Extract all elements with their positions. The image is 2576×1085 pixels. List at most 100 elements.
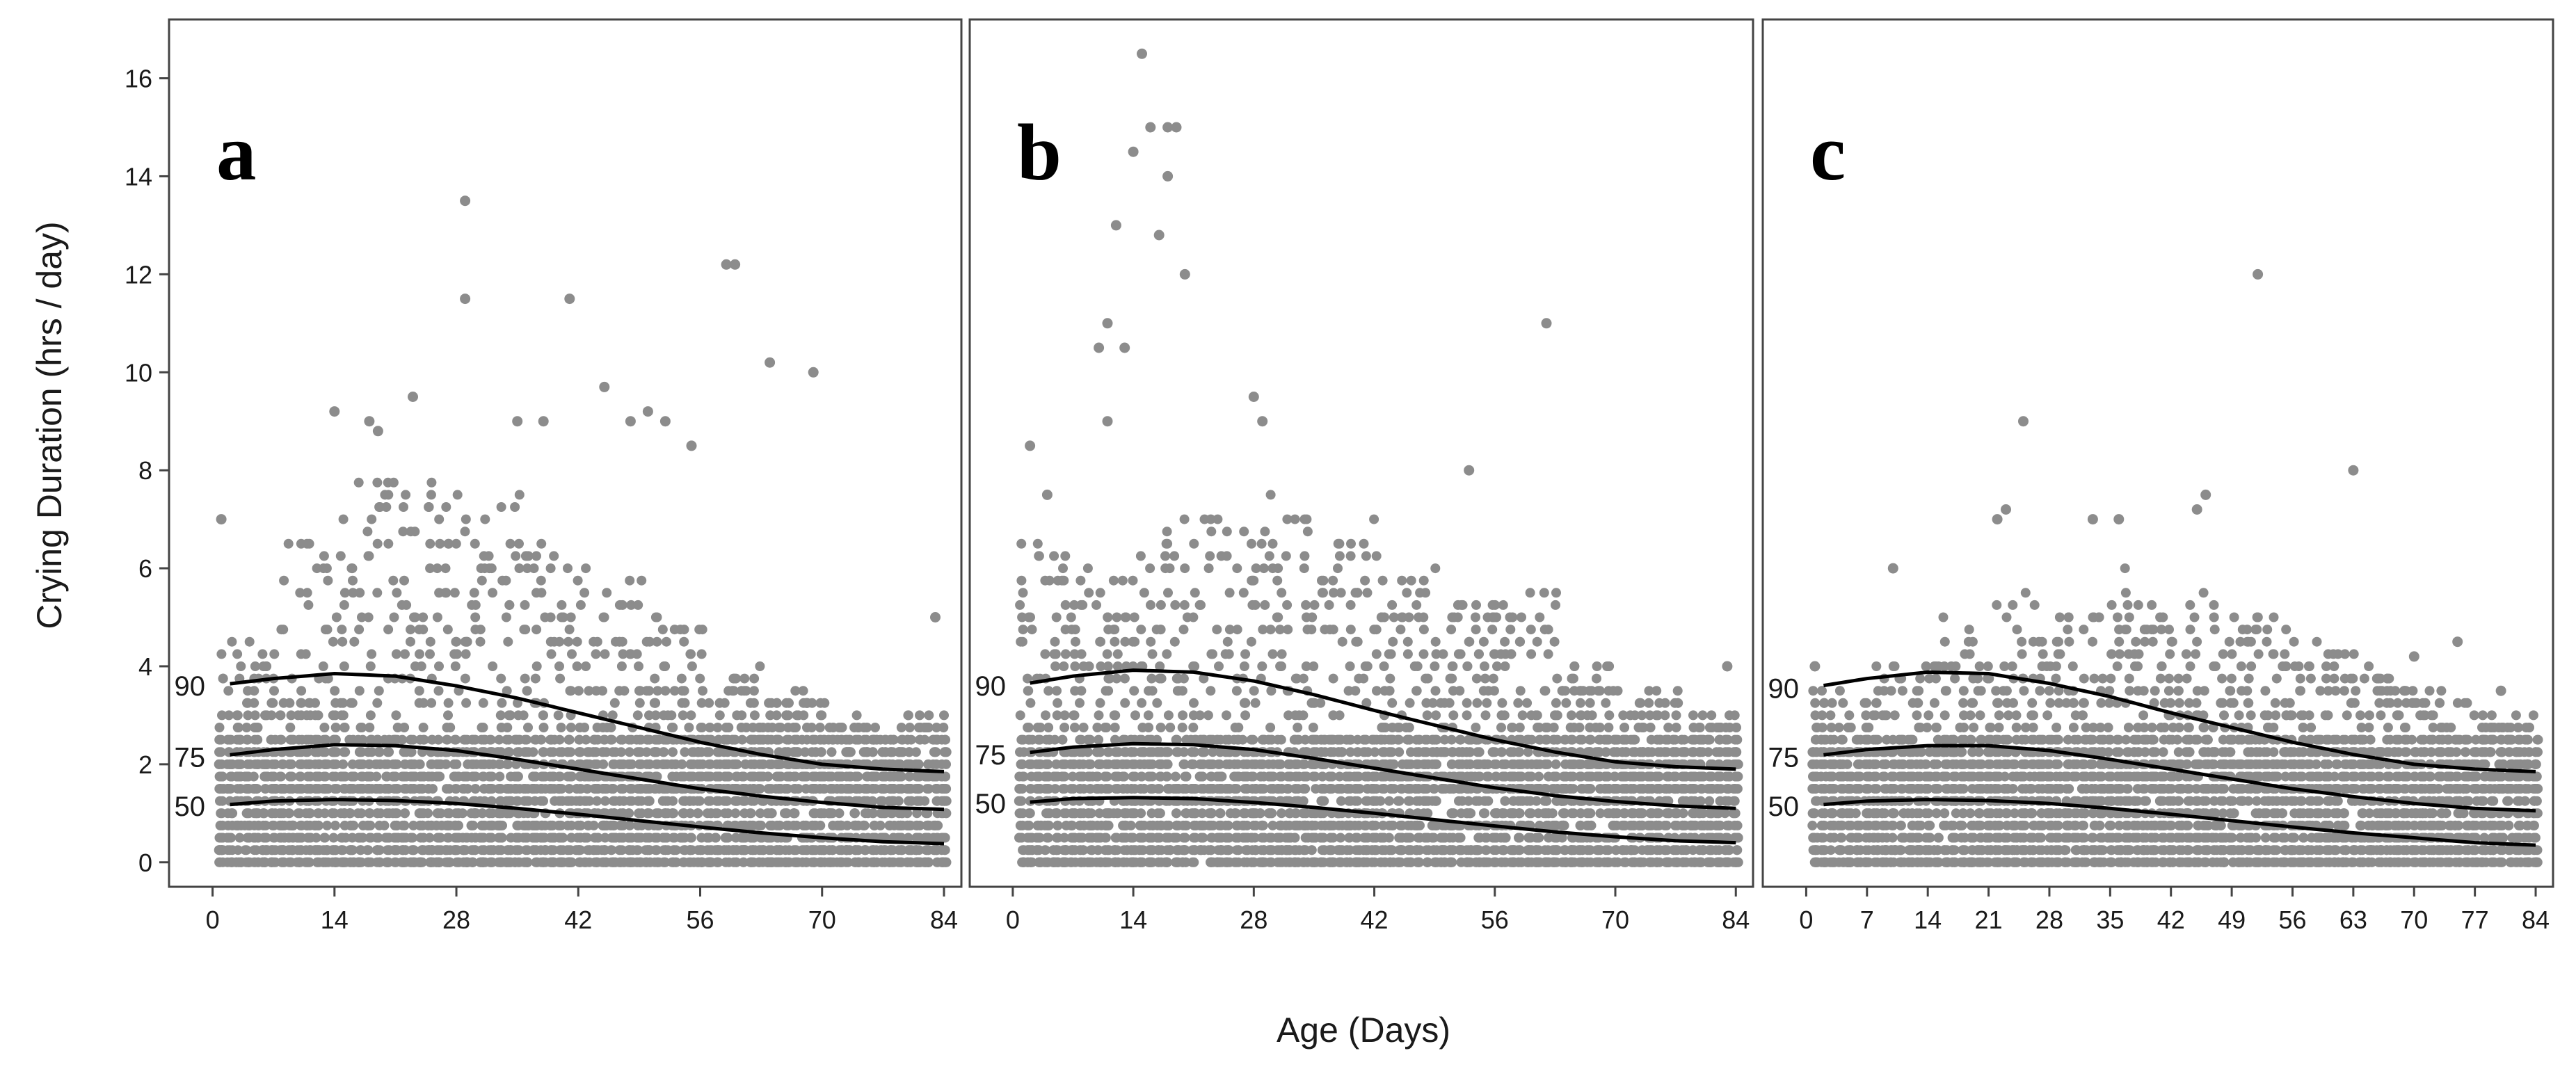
data-point (1023, 820, 1033, 830)
data-point (215, 845, 225, 855)
data-point (1161, 538, 1171, 549)
data-point (1143, 710, 1153, 721)
data-point (1075, 698, 1085, 708)
data-point (1117, 771, 1128, 782)
data-point (1161, 771, 1171, 782)
data-point (1155, 723, 1166, 732)
data-point (312, 771, 322, 782)
data-point (598, 612, 609, 622)
data-point (415, 759, 425, 769)
data-point (1145, 563, 1155, 574)
data-point (502, 723, 513, 732)
y-tick-label: 12 (125, 260, 152, 289)
data-point (236, 661, 246, 671)
data-point (1083, 771, 1094, 782)
data-point (554, 771, 564, 782)
data-point (632, 649, 642, 659)
data-point (339, 723, 350, 732)
panel-label-a: a (216, 108, 257, 197)
data-point (295, 588, 305, 598)
data-point (632, 833, 642, 843)
data-point (1136, 808, 1146, 819)
data-point (728, 759, 738, 769)
data-point (755, 784, 765, 794)
data-point (816, 747, 826, 757)
data-point (275, 710, 285, 721)
data-point (443, 710, 453, 721)
data-point (712, 723, 723, 732)
data-point (388, 575, 399, 586)
data-point (252, 784, 262, 794)
data-point (234, 833, 245, 843)
data-point (1074, 759, 1085, 769)
data-point (409, 612, 419, 622)
data-point (677, 686, 687, 696)
data-point (383, 538, 394, 549)
data-point (1095, 698, 1105, 708)
data-point (1032, 759, 1042, 769)
data-point (214, 857, 225, 867)
data-point (625, 575, 635, 586)
data-point (449, 734, 460, 745)
data-point (461, 698, 472, 708)
data-point (226, 808, 237, 819)
data-point (224, 710, 234, 721)
data-point (634, 698, 645, 708)
data-point (1154, 784, 1165, 794)
data-point (367, 514, 377, 524)
data-point (668, 796, 678, 806)
data-point (606, 845, 616, 855)
data-point (1128, 575, 1138, 586)
data-point (496, 833, 506, 843)
data-point (337, 771, 347, 782)
data-point (440, 563, 451, 574)
outlier-point (460, 195, 471, 207)
data-point (434, 833, 445, 843)
data-point (1110, 710, 1121, 721)
data-point (1108, 575, 1119, 586)
outlier-point (564, 294, 575, 305)
y-tick-label: 0 (138, 849, 152, 877)
data-point (423, 808, 433, 819)
data-point (1137, 698, 1147, 708)
data-point (260, 759, 270, 769)
data-point (557, 612, 567, 622)
data-point (698, 686, 707, 696)
data-point (1023, 857, 1034, 867)
data-point (573, 575, 583, 586)
data-point (470, 600, 481, 610)
data-point (279, 575, 289, 586)
data-point (1034, 551, 1044, 561)
data-point (563, 636, 573, 647)
data-point (267, 759, 278, 769)
data-point (1018, 771, 1028, 782)
percentile-label-90: 90 (175, 671, 206, 702)
data-point (1136, 625, 1146, 635)
data-point (397, 734, 408, 745)
data-point (711, 833, 721, 843)
data-point (1085, 759, 1095, 769)
data-point (486, 563, 497, 574)
data-point (267, 820, 278, 830)
data-point (249, 686, 259, 696)
data-point (406, 734, 416, 745)
data-point (1084, 588, 1094, 598)
data-point (938, 857, 948, 867)
data-point (579, 771, 590, 782)
data-point (531, 661, 542, 671)
data-point (1050, 649, 1061, 659)
data-point (275, 845, 285, 855)
data-point (693, 747, 703, 757)
data-point (824, 845, 835, 855)
data-point (418, 723, 429, 732)
data-point (401, 490, 411, 500)
data-point (1156, 673, 1167, 684)
data-point (328, 636, 338, 647)
data-point (915, 710, 925, 721)
data-point (772, 759, 783, 769)
data-point (556, 723, 566, 732)
data-point (652, 612, 662, 622)
data-point (784, 698, 794, 708)
data-point (554, 820, 564, 830)
